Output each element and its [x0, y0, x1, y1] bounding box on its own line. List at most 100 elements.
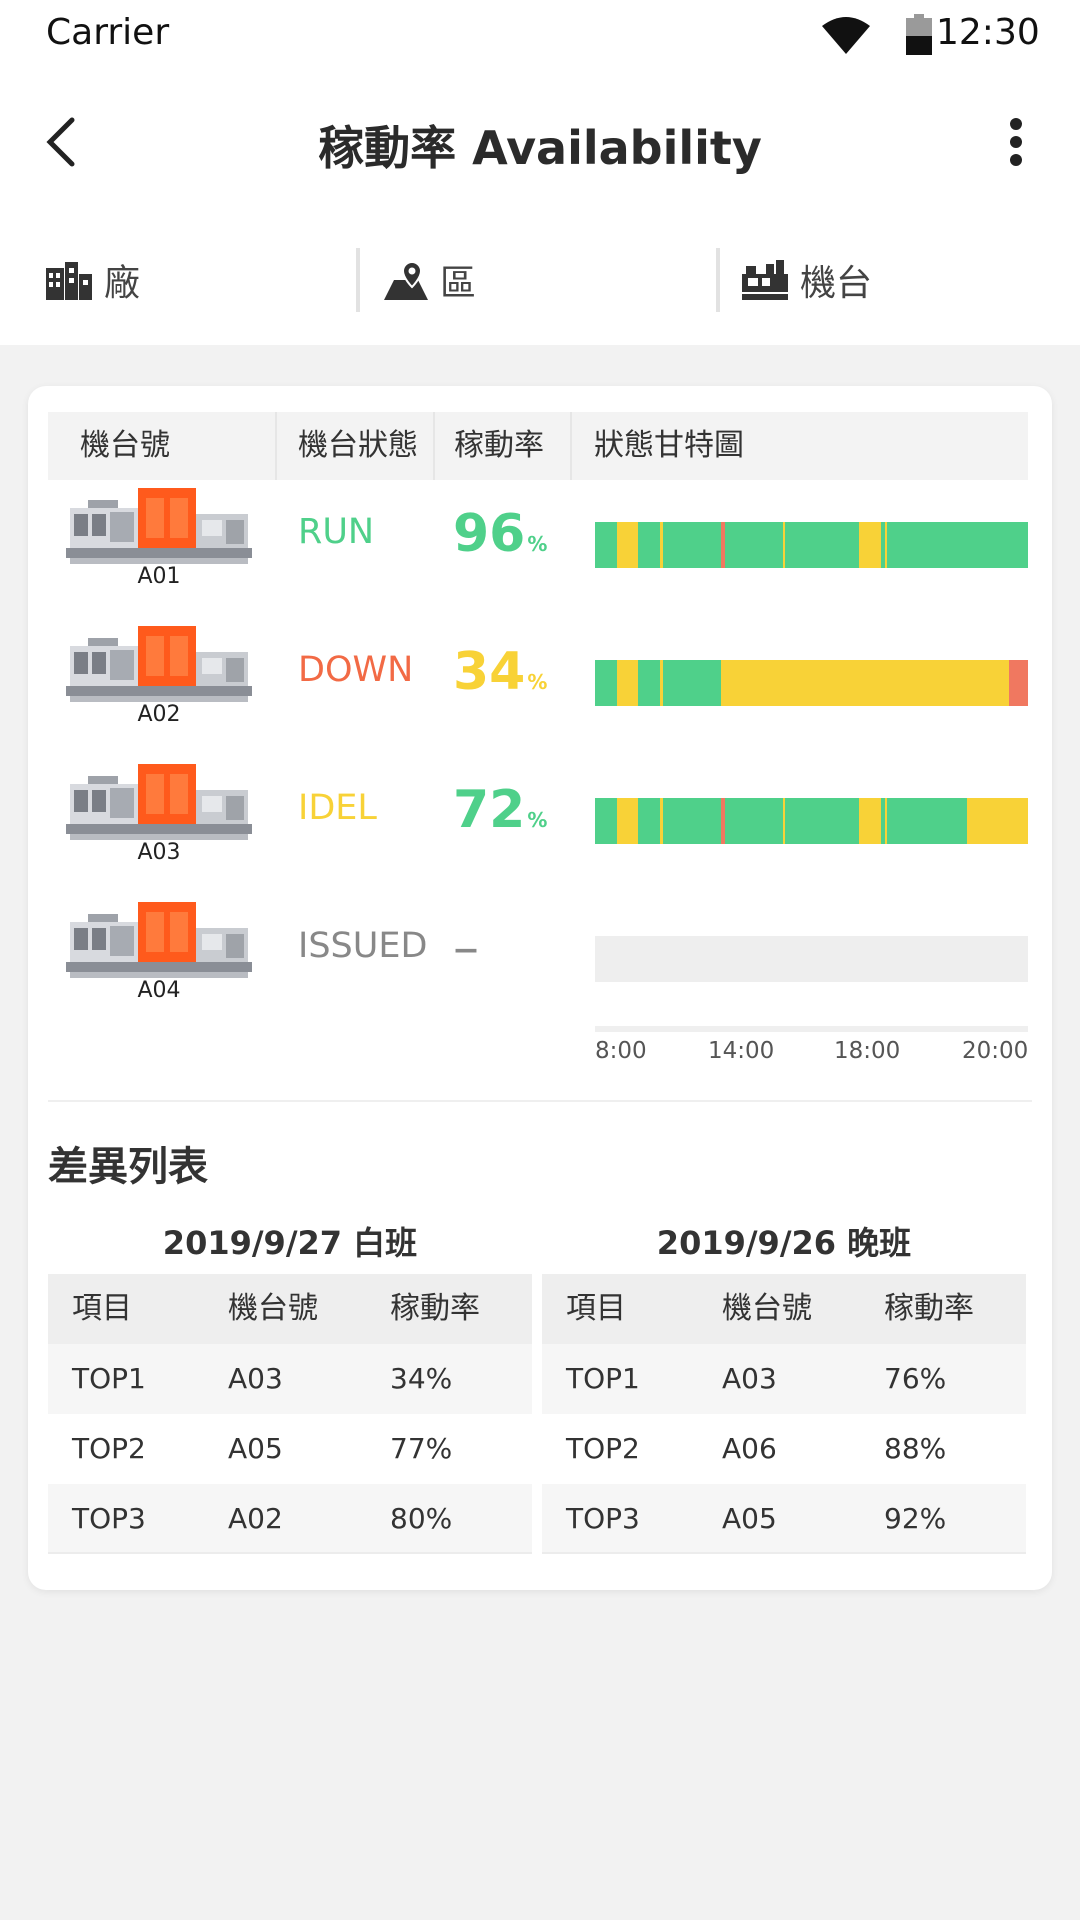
filter-factory[interactable]: 廠 [46, 240, 140, 320]
battery-icon [906, 14, 932, 55]
machine-image [66, 626, 252, 702]
gantt-segment [783, 798, 786, 844]
diff-cell: 80% [390, 1502, 453, 1535]
diff-table-row[interactable]: TOP2 A05 77% [48, 1414, 532, 1484]
gantt-segment [720, 660, 1009, 706]
diff-table-row[interactable]: TOP3 A05 92% [542, 1484, 1026, 1554]
gantt-segment [616, 660, 639, 706]
gantt-segment [785, 522, 860, 568]
shift-title-night: 2019/9/26 晚班 [656, 1224, 912, 1262]
diff-cell: 88% [884, 1432, 947, 1465]
machine-status: ISSUED [298, 926, 428, 966]
machine-status: DOWN [298, 650, 414, 690]
diff-header-cell: 稼動率 [884, 1291, 974, 1326]
gantt-segment [638, 798, 660, 844]
filter-area[interactable]: 區 [384, 240, 476, 320]
machine-id: A03 [137, 840, 181, 865]
gantt-segment [885, 798, 888, 844]
diff-cell: A02 [228, 1502, 283, 1535]
diff-cell: TOP3 [566, 1502, 640, 1535]
gantt-segment [724, 798, 784, 844]
gantt-segment [659, 660, 663, 706]
diff-table-header: 項目 機台號 稼動率 [48, 1274, 532, 1344]
diff-cell: A05 [228, 1432, 283, 1465]
diff-cell: 92% [884, 1502, 947, 1535]
diff-table-header: 項目 機台號 稼動率 [542, 1274, 1026, 1344]
machine-row[interactable]: A03 IDEL 72% [48, 758, 1028, 878]
diff-header-cell: 機台號 [228, 1291, 318, 1326]
status-gantt-bar [595, 936, 1028, 982]
gantt-segment [595, 660, 617, 706]
machine-status: IDEL [298, 788, 377, 828]
diff-cell: 76% [884, 1362, 947, 1395]
diff-cell: TOP1 [72, 1362, 146, 1395]
page-title: 稼動率 Availability [318, 121, 762, 175]
gantt-segment [659, 798, 663, 844]
availability-unit: % [527, 808, 548, 832]
header-divider [275, 412, 277, 480]
diff-cell: TOP2 [72, 1432, 146, 1465]
availability-value: 72 [453, 780, 526, 840]
axis-tick: 20:00 [962, 1038, 1029, 1064]
availability-rate: 34% [453, 642, 547, 702]
diff-table-night: 項目 機台號 稼動率 TOP1 A03 76% TOP2 A06 88% TOP3 A05 92% [542, 1274, 1026, 1554]
diff-table-row[interactable]: TOP1 A03 76% [542, 1344, 1026, 1414]
availability-rate: – [453, 918, 481, 978]
gantt-axis-line [595, 1026, 1028, 1032]
gantt-segment [659, 522, 663, 568]
axis-tick: 18:00 [834, 1038, 901, 1064]
diff-cell: TOP2 [566, 1432, 640, 1465]
gantt-segment [616, 522, 639, 568]
availability-rate: 96% [453, 504, 547, 564]
machine-id: A02 [137, 702, 181, 727]
availability-value: 34 [453, 642, 526, 702]
machine-row[interactable]: A04 ISSUED – [48, 896, 1028, 1016]
machine-image [66, 764, 252, 840]
filter-area-label: 區 [440, 263, 477, 304]
wifi-icon [822, 17, 870, 54]
diff-cell: 34% [390, 1362, 453, 1395]
gantt-segment [785, 798, 860, 844]
availability-card: 機台號 機台狀態 稼動率 狀態甘特圖 A01 RUN 96% A02 DOWN 34% A0… [28, 386, 1052, 1590]
filter-machine[interactable]: 機台 [742, 240, 872, 320]
carrier-label: Carrier [46, 12, 170, 53]
more-vertical-icon [1010, 118, 1022, 166]
diff-cell: A03 [722, 1362, 777, 1395]
gantt-segment [724, 522, 784, 568]
machine-status: RUN [298, 512, 375, 552]
gantt-segment [783, 522, 786, 568]
machine-icon [742, 260, 788, 300]
filter-divider [716, 248, 720, 312]
diff-header-cell: 機台號 [722, 1291, 812, 1326]
shift-title-day: 2019/9/27 白班 [162, 1224, 418, 1262]
status-bar: Carrier 12:30 [0, 0, 1080, 70]
diff-table-row[interactable]: TOP1 A03 34% [48, 1344, 532, 1414]
diff-cell: A05 [722, 1502, 777, 1535]
gantt-segment [662, 798, 721, 844]
diff-table-row[interactable]: TOP3 A02 80% [48, 1484, 532, 1554]
top-panel: Carrier 12:30 稼動率 Availability [0, 0, 1080, 345]
diff-cell: TOP1 [566, 1362, 640, 1395]
diff-header-cell: 項目 [72, 1291, 132, 1326]
machine-image [66, 488, 252, 564]
gantt-segment [595, 522, 617, 568]
diff-table-row[interactable]: TOP2 A06 88% [542, 1414, 1026, 1484]
gantt-segment [720, 798, 725, 844]
machine-row[interactable]: A02 DOWN 34% [48, 620, 1028, 740]
gantt-segment [967, 798, 1028, 844]
gantt-segment [638, 522, 660, 568]
diff-cell: 77% [390, 1432, 453, 1465]
header-gantt: 狀態甘特圖 [594, 428, 744, 463]
diff-table-day: 項目 機台號 稼動率 TOP1 A03 34% TOP2 A05 77% TOP3 A02 80% [48, 1274, 532, 1554]
more-options-button[interactable] [996, 112, 1036, 172]
gantt-segment [859, 522, 881, 568]
back-button[interactable] [38, 112, 88, 172]
status-gantt-bar [595, 660, 1028, 706]
machine-row[interactable]: A01 RUN 96% [48, 482, 1028, 602]
gantt-segment [880, 522, 886, 568]
gantt-segment [616, 798, 639, 844]
machine-table-header: 機台號 機台狀態 稼動率 狀態甘特圖 [48, 412, 1028, 480]
filter-factory-label: 廠 [104, 263, 141, 304]
diff-header-cell: 稼動率 [390, 1291, 480, 1326]
header-availability: 稼動率 [454, 428, 544, 463]
